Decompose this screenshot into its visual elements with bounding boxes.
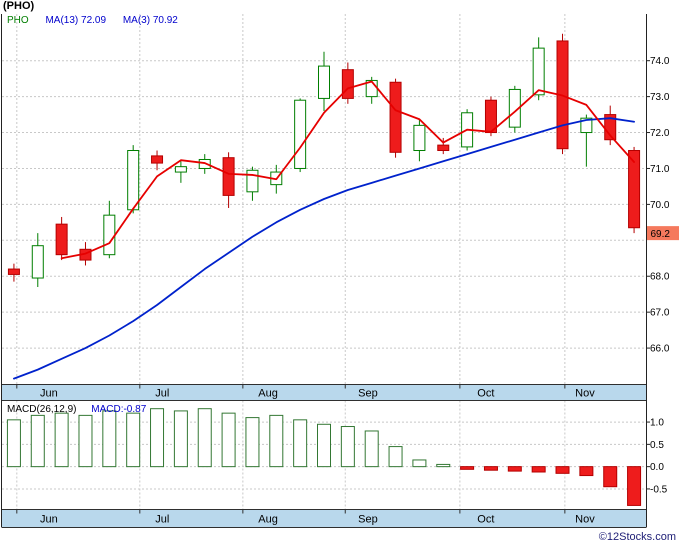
macd-bar bbox=[340, 426, 355, 468]
month-label: Aug bbox=[258, 514, 278, 526]
last-price-label: 69.2 bbox=[651, 229, 671, 240]
macd-bar bbox=[173, 410, 188, 468]
macd-bar bbox=[579, 466, 594, 477]
month-label: Nov bbox=[575, 388, 595, 400]
price-axis-label: 70.0 bbox=[650, 200, 670, 211]
macd-bar bbox=[221, 412, 236, 468]
macd-bar bbox=[197, 408, 212, 468]
macd-axis-label: 1.0 bbox=[650, 418, 664, 429]
candle-up bbox=[580, 117, 593, 134]
macd-bar bbox=[102, 410, 117, 468]
month-label: Nov bbox=[575, 514, 595, 526]
candle-up bbox=[294, 99, 307, 169]
price-axis-label: 74.0 bbox=[650, 56, 670, 67]
macd-bar bbox=[245, 417, 260, 468]
macd-axis-label: 0.5 bbox=[650, 440, 664, 451]
month-label: Jul bbox=[155, 514, 169, 526]
month-label: Sep bbox=[358, 514, 378, 526]
price-axis-label: 66.0 bbox=[650, 344, 670, 355]
candle-up bbox=[532, 47, 545, 96]
candle-up bbox=[246, 169, 259, 193]
candle-down bbox=[222, 157, 235, 196]
candle-up bbox=[174, 166, 187, 173]
macd-bar bbox=[388, 446, 403, 468]
candle-up bbox=[413, 124, 426, 152]
candle-down bbox=[437, 144, 450, 152]
candle-up bbox=[31, 245, 44, 279]
candle-down bbox=[628, 150, 641, 229]
candle-up bbox=[127, 150, 140, 211]
candle-down bbox=[389, 81, 402, 153]
candle-down bbox=[55, 223, 68, 256]
month-label: Jun bbox=[40, 514, 58, 526]
macd-bar bbox=[317, 423, 331, 468]
candle-down bbox=[341, 69, 354, 99]
month-label: Jun bbox=[40, 388, 58, 400]
month-label: Sep bbox=[358, 388, 378, 400]
price-axis-label: 71.0 bbox=[650, 164, 670, 175]
macd-bar bbox=[126, 412, 141, 468]
macd-bar bbox=[364, 430, 379, 468]
macd-bar bbox=[483, 466, 498, 471]
month-label: Oct bbox=[477, 388, 494, 400]
macd-bar bbox=[531, 466, 546, 473]
price-axis-label: 68.0 bbox=[650, 272, 670, 283]
price-axis-label: 73.0 bbox=[650, 92, 670, 103]
axis-band bbox=[2, 384, 646, 401]
ma3-line bbox=[60, 80, 635, 260]
macd-bar bbox=[150, 408, 165, 468]
macd-axis-label: 0.0 bbox=[650, 462, 664, 473]
macd-bar bbox=[78, 414, 93, 468]
month-label: Oct bbox=[477, 514, 494, 526]
month-label: Aug bbox=[258, 388, 278, 400]
macd-bar bbox=[6, 419, 21, 468]
macd-bar bbox=[603, 466, 618, 488]
macd-bar bbox=[436, 463, 451, 468]
macd-bar bbox=[627, 466, 642, 506]
macd-bar bbox=[30, 414, 45, 468]
macd-axis-label: -0.5 bbox=[650, 484, 668, 495]
macd-bar bbox=[269, 414, 284, 468]
candle-down bbox=[7, 268, 20, 275]
axis-band bbox=[2, 509, 646, 528]
macd-bar bbox=[412, 459, 427, 468]
candle-up bbox=[508, 88, 521, 128]
macd-bar bbox=[555, 466, 570, 474]
price-axis-label: 72.0 bbox=[650, 128, 670, 139]
macd-bar bbox=[460, 466, 475, 470]
last-price-tag bbox=[647, 226, 679, 241]
price-axis-label: 67.0 bbox=[650, 308, 670, 319]
macd-bar bbox=[293, 419, 308, 468]
month-label: Jul bbox=[155, 388, 169, 400]
macd-bar bbox=[54, 412, 69, 468]
candle-down bbox=[151, 155, 164, 164]
candle-up bbox=[318, 65, 330, 99]
candle-up bbox=[103, 214, 116, 256]
ma13-line bbox=[13, 117, 635, 380]
watermark-link[interactable]: ©12Stocks.com bbox=[598, 531, 676, 543]
macd-bar bbox=[507, 466, 522, 472]
